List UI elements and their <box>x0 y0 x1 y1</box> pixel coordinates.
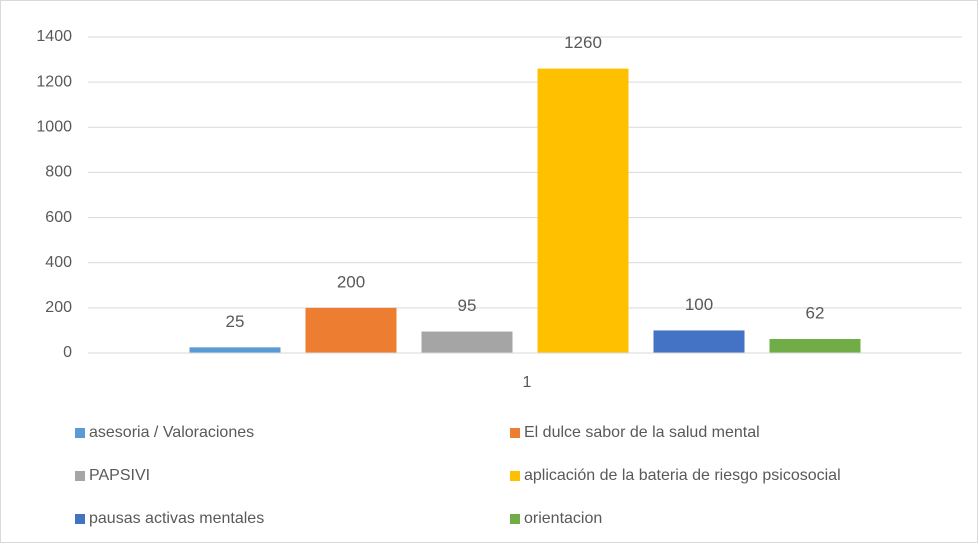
data-label: 25 <box>226 312 245 331</box>
legend-label: orientacion <box>524 510 602 527</box>
y-tick-label: 1000 <box>36 119 72 136</box>
y-tick-label: 1200 <box>36 73 72 90</box>
x-tick-label: 1 <box>523 374 532 391</box>
data-label: 200 <box>337 272 365 291</box>
legend-swatch <box>510 471 520 481</box>
legend-label: aplicación de la bateria de riesgo psico… <box>524 467 841 484</box>
bar <box>769 339 861 353</box>
bar <box>189 347 281 353</box>
y-tick-label: 1400 <box>36 28 72 45</box>
y-tick-label: 800 <box>45 164 72 181</box>
legend-swatch <box>75 428 85 438</box>
legend-swatch <box>510 428 520 438</box>
y-tick-label: 400 <box>45 254 72 271</box>
y-tick-label: 200 <box>45 299 72 316</box>
y-tick-label: 600 <box>45 209 72 226</box>
legend-swatch <box>75 514 85 524</box>
bar <box>421 331 513 353</box>
data-label: 62 <box>806 303 825 322</box>
data-label: 100 <box>685 295 713 314</box>
data-label: 1260 <box>564 33 602 52</box>
bar <box>305 307 397 353</box>
legend-label: asesoria / Valoraciones <box>89 424 254 441</box>
bar <box>653 330 745 353</box>
data-label: 95 <box>458 296 477 315</box>
legend-label: pausas activas mentales <box>89 510 264 527</box>
bar <box>537 68 629 353</box>
legend-swatch <box>75 471 85 481</box>
y-tick-label: 0 <box>63 344 72 361</box>
legend-swatch <box>510 514 520 524</box>
legend-label: El dulce sabor de la salud mental <box>524 424 760 441</box>
legend-label: PAPSIVI <box>89 467 150 484</box>
